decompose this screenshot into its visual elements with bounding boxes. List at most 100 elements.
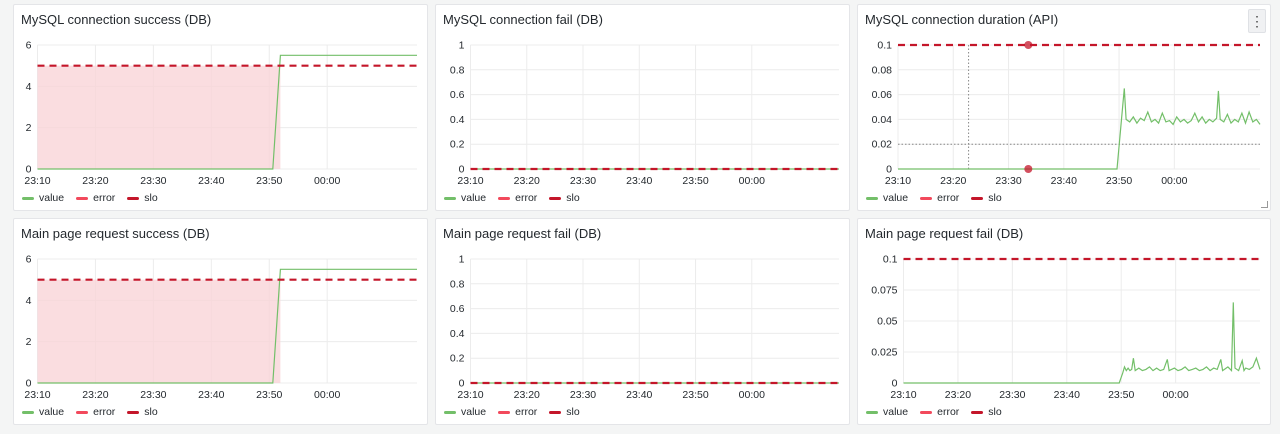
y-tick-label: 0 — [26, 164, 32, 176]
y-tick-label: 0.2 — [450, 139, 465, 151]
resize-handle[interactable] — [1261, 201, 1268, 208]
x-tick-label: 00:00 — [739, 389, 765, 401]
legend-item-value[interactable]: value — [444, 192, 486, 204]
x-tick-label: 23:10 — [457, 175, 483, 187]
x-tick-label: 23:40 — [1051, 175, 1077, 187]
panel-title: MySQL connection success (DB) — [21, 12, 212, 27]
panel-menu-button[interactable]: ⋮ — [1248, 9, 1266, 33]
x-tick-label: 23:20 — [82, 389, 108, 401]
legend-item-error[interactable]: error — [76, 192, 115, 204]
panel-main-page-request-fail[interactable]: Main page request fail (DB) 0 0.2 0.4 0.6 0.… — [435, 218, 850, 425]
y-tick-label: 0.075 — [871, 285, 897, 297]
y-tick-label: 0 — [26, 378, 32, 390]
y-tick-label: 0 — [459, 164, 465, 176]
chart: 0 0.2 0.4 0.6 0.8 1 23:10 23:20 23:30 23:40 23:50 0… — [450, 254, 839, 401]
x-tick-label: 00:00 — [1161, 175, 1187, 187]
legend: value error slo — [22, 192, 158, 204]
panel-mysql-connection-success[interactable]: MySQL connection success (DB) 0 2 4 6 23:10 2… — [13, 4, 428, 211]
x-tick-label: 23:30 — [570, 175, 596, 187]
x-tick-label: 23:10 — [457, 389, 483, 401]
legend-item-slo[interactable]: slo — [127, 192, 158, 204]
x-tick-label: 23:30 — [570, 389, 596, 401]
chart: 0 2 4 6 23:10 23:20 23:30 23:40 23:50 00:00 — [24, 254, 417, 401]
hover-marker — [1024, 165, 1033, 173]
y-tick-label: 0.1 — [883, 254, 898, 266]
x-tick-label: 23:20 — [514, 175, 540, 187]
x-tick-label: 23:10 — [890, 389, 916, 401]
x-tick-label: 23:50 — [682, 389, 708, 401]
x-tick-label: 23:40 — [1054, 389, 1080, 401]
chart: 0 0.025 0.05 0.075 0.1 23:10 23:20 23:30 23:40 23… — [871, 254, 1261, 401]
x-tick-label: 23:40 — [198, 175, 224, 187]
legend-item-error[interactable]: error — [920, 192, 959, 204]
y-tick-label: 6 — [26, 40, 32, 52]
panel-title: Main page request fail (DB) — [443, 226, 602, 241]
legend-item-value[interactable]: value — [22, 192, 64, 204]
y-tick-label: 0.4 — [450, 328, 465, 340]
slo-breach-area — [37, 65, 281, 169]
x-tick-label: 23:20 — [514, 389, 540, 401]
y-tick-label: 0.6 — [450, 303, 465, 315]
legend-item-error[interactable]: error — [498, 192, 537, 204]
legend: value error slo — [444, 192, 580, 204]
y-tick-label: 0 — [886, 164, 892, 176]
y-tick-label: 0.04 — [872, 114, 893, 126]
legend-item-value[interactable]: value — [866, 192, 908, 204]
legend-item-slo[interactable]: slo — [549, 192, 580, 204]
legend-item-error[interactable]: error — [498, 406, 537, 418]
y-tick-label: 2 — [26, 336, 32, 348]
kebab-menu-icon: ⋮ — [1250, 13, 1264, 29]
y-tick-label: 0.025 — [871, 347, 897, 359]
y-tick-label: 1 — [459, 254, 465, 266]
legend-item-slo[interactable]: slo — [127, 406, 158, 418]
x-tick-label: 23:30 — [140, 175, 166, 187]
panel-mysql-connection-fail[interactable]: MySQL connection fail (DB) 0 0.2 0.4 0.6 0.8… — [435, 4, 850, 211]
legend-item-value[interactable]: value — [866, 406, 908, 418]
panel-title: Main page request success (DB) — [21, 226, 210, 241]
panel-main-page-request-success[interactable]: Main page request success (DB) 0 2 4 6 23:10… — [13, 218, 428, 425]
panel-mysql-connection-duration[interactable]: MySQL connection duration (API) ⋮ 0 0.02 0… — [857, 4, 1271, 211]
x-tick-label: 23:50 — [256, 175, 282, 187]
x-tick-label: 00:00 — [314, 389, 340, 401]
legend-item-error[interactable]: error — [920, 406, 959, 418]
slo-breach-area — [37, 279, 281, 383]
y-tick-label: 0.8 — [450, 64, 465, 76]
legend: value error slo — [866, 406, 1002, 418]
y-tick-label: 0.06 — [872, 89, 893, 101]
y-tick-label: 0.8 — [450, 278, 465, 290]
x-tick-label: 23:40 — [198, 389, 224, 401]
x-tick-label: 00:00 — [739, 175, 765, 187]
hover-marker — [1024, 41, 1033, 49]
y-tick-label: 0.02 — [872, 139, 893, 151]
x-tick-label: 23:50 — [1108, 389, 1134, 401]
x-tick-label: 23:10 — [885, 175, 911, 187]
chart: 0 0.02 0.04 0.06 0.08 0.1 23:10 23:20 23:30 23:40… — [872, 40, 1261, 187]
y-tick-label: 0.1 — [877, 40, 892, 52]
x-tick-label: 23:10 — [24, 389, 50, 401]
y-tick-label: 0.4 — [450, 114, 465, 126]
value-series-line — [37, 268, 417, 384]
x-tick-label: 23:30 — [995, 175, 1021, 187]
value-series-line — [898, 88, 1261, 170]
y-tick-label: 0 — [459, 378, 465, 390]
panel-main-page-request-fail-2[interactable]: Main page request fail (DB) 0 0.025 0.05 0.… — [857, 218, 1271, 425]
x-tick-label: 23:10 — [24, 175, 50, 187]
legend-item-value[interactable]: value — [444, 406, 486, 418]
legend-item-value[interactable]: value — [22, 406, 64, 418]
y-tick-label: 0 — [892, 378, 898, 390]
legend-item-slo[interactable]: slo — [971, 406, 1002, 418]
x-tick-label: 23:20 — [945, 389, 971, 401]
legend-item-error[interactable]: error — [76, 406, 115, 418]
y-tick-label: 2 — [26, 122, 32, 134]
chart: 0 0.2 0.4 0.6 0.8 1 23:10 23:20 23:30 23:40 23:50 0… — [450, 40, 839, 187]
legend-item-slo[interactable]: slo — [549, 406, 580, 418]
y-tick-label: 6 — [26, 254, 32, 266]
chart: 0 2 4 6 23:10 23:20 23:30 23:40 23:50 00:00 — [24, 40, 417, 187]
x-tick-label: 00:00 — [314, 175, 340, 187]
legend-item-slo[interactable]: slo — [971, 192, 1002, 204]
x-tick-label: 23:40 — [626, 389, 652, 401]
x-tick-label: 00:00 — [1162, 389, 1188, 401]
y-tick-label: 0.08 — [872, 64, 893, 76]
y-tick-label: 0.05 — [877, 316, 898, 328]
x-tick-label: 23:20 — [940, 175, 966, 187]
